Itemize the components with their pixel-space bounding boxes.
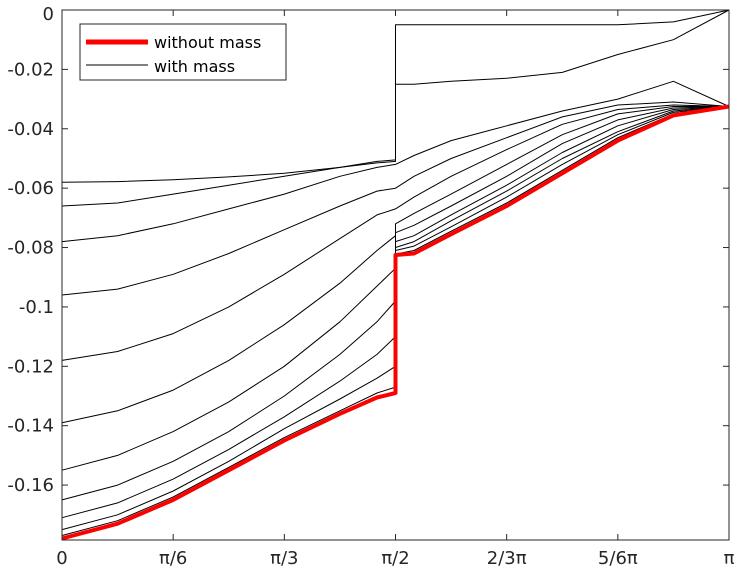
y-tick-label: -0.16 [7,475,54,496]
series-line-with-mass-6 [61,106,729,424]
x-tick-label: 2/3π [487,548,527,569]
series-line-with-mass-5 [61,106,730,471]
series-line-with-mass-7 [61,104,730,361]
series-line-without-mass [61,104,730,541]
y-tick-label: -0.1 [19,297,54,318]
y-tick-label: 0 [43,4,54,25]
series-line-with-mass-9 [61,80,730,243]
y-tick-label: -0.02 [7,59,54,80]
legend: without mass with mass [79,23,287,81]
legend-label-without-mass: without mass [154,33,261,52]
y-tick-label: -0.14 [7,416,54,437]
series-layer [61,9,730,541]
tick-layer: 0 π/6 π/3 π/2 2/3π 5/6π π 0 -0.02 -0.04 -0.06 -0.08… [7,4,734,569]
x-tick-label: π [724,548,735,569]
x-tick-label: π/3 [270,548,298,569]
x-tick-label: π/2 [381,548,409,569]
series-line-with-mass-8 [61,101,730,296]
y-tick-label: -0.06 [7,178,54,199]
series-line-with-mass-11 [61,9,730,183]
x-tick-label: 0 [56,548,67,569]
legend-label-with-mass: with mass [154,57,235,76]
legend-box [79,23,287,81]
y-tick-label: -0.12 [7,356,54,377]
y-tick-label: -0.04 [7,119,54,140]
x-tick-label: π/6 [159,548,187,569]
x-tick-label: 5/6π [598,548,638,569]
y-tick-label: -0.08 [7,238,54,259]
